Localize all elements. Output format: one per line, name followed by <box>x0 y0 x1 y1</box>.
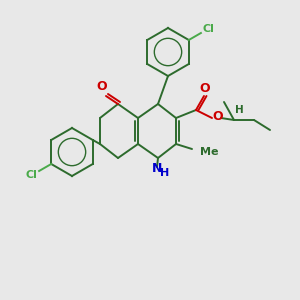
Text: O: O <box>97 80 107 92</box>
Text: Me: Me <box>200 147 218 157</box>
Text: O: O <box>200 82 210 94</box>
Text: H: H <box>160 168 169 178</box>
Text: Cl: Cl <box>203 23 214 34</box>
Text: Cl: Cl <box>26 170 37 181</box>
Text: H: H <box>235 105 244 115</box>
Text: N: N <box>152 163 162 176</box>
Text: O: O <box>213 110 223 124</box>
